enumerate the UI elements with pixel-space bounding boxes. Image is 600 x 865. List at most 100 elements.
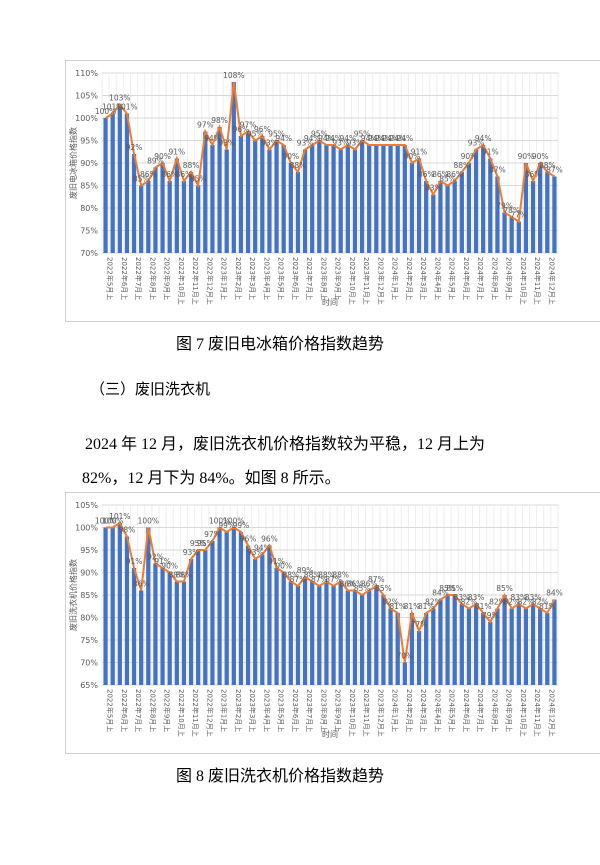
data-label: 83% [453, 593, 470, 602]
bar [146, 181, 151, 253]
bar [295, 586, 301, 685]
data-label: 93% [261, 139, 278, 148]
x-tick-label: 2023年9月上 [334, 257, 343, 300]
bar [473, 149, 479, 253]
data-label: 85% [439, 584, 456, 593]
x-tick-label: 2023年1月上 [220, 689, 229, 732]
x-tick-label: 2024年2月上 [405, 689, 414, 732]
bar [267, 545, 272, 685]
bar [245, 545, 251, 685]
chart: 70% 75% 80% 85% 90% 95% 100% 105% 110% 2022年5月上 20… [65, 60, 600, 322]
data-label: 86% [339, 580, 356, 589]
bar [409, 163, 415, 253]
bar [253, 140, 258, 253]
bar [502, 595, 507, 685]
data-label: 91% [126, 557, 143, 566]
data-label: 96% [261, 535, 278, 544]
x-tick-label: 2023年9月上 [334, 689, 343, 732]
bar [473, 604, 479, 685]
bar [188, 172, 194, 253]
bar [545, 172, 550, 253]
data-label: 91% [168, 148, 185, 157]
bar [530, 604, 536, 685]
x-tick-label: 2022年11月上 [191, 257, 200, 305]
x-tick-label: 2024年10月上 [519, 689, 528, 737]
data-label: 83% [510, 593, 527, 602]
x-tick-label: 2023年5月上 [277, 689, 286, 732]
data-label: 87% [489, 166, 506, 175]
data-label: 96% [254, 125, 271, 134]
x-tick-label: 2023年12月上 [376, 689, 385, 737]
bar [174, 158, 179, 253]
bar [452, 181, 457, 253]
data-label: 77% [510, 211, 527, 220]
data-label: 79% [482, 611, 499, 620]
data-label: 93% [332, 139, 349, 148]
x-tick-label: 2024年4月上 [433, 257, 442, 300]
data-label: 94% [375, 134, 392, 143]
bar [331, 586, 336, 685]
x-tick-label: 2024年11月上 [533, 689, 542, 737]
bar [196, 550, 201, 685]
data-label: 87% [311, 575, 328, 584]
bar [153, 167, 158, 253]
x-tick-label: 2024年8月上 [490, 257, 499, 300]
x-tick-label: 2023年5月上 [277, 257, 286, 300]
bar [352, 149, 358, 253]
bar [317, 140, 322, 253]
data-label: 96% [240, 535, 257, 544]
x-tick-label: 2024年3月上 [419, 689, 428, 732]
bar [367, 590, 372, 685]
bar [288, 163, 293, 253]
bar [516, 604, 521, 685]
x-tick-label: 2022年5月上 [106, 257, 115, 300]
data-label: 90% [154, 152, 171, 161]
x-tick-label: 2022年7月上 [134, 689, 143, 732]
x-tick-label: 2023年8月上 [319, 257, 328, 300]
x-tick-label: 2023年11月上 [362, 689, 371, 737]
x-tick-label: 2024年6月上 [462, 257, 471, 300]
data-label: 92% [147, 553, 164, 562]
bar [424, 613, 429, 685]
y-tick-label: 75% [80, 227, 98, 236]
data-label: 86% [133, 580, 150, 589]
bar [324, 581, 329, 685]
bar [388, 145, 393, 253]
bar [381, 595, 386, 685]
data-label: 87% [368, 575, 385, 584]
data-label: 81% [418, 602, 435, 611]
bar [317, 586, 322, 685]
bar [245, 131, 251, 253]
bar [388, 608, 393, 685]
bar [338, 149, 343, 253]
data-label: 91% [482, 148, 499, 157]
y-axis-label: 废旧洗衣机价格指数 [68, 559, 78, 631]
data-label: 86% [161, 170, 178, 179]
x-tick-label: 2024年1月上 [391, 257, 400, 300]
data-label: 91% [268, 557, 285, 566]
bar [267, 149, 272, 253]
data-label: 93% [347, 139, 364, 148]
data-label: 94% [475, 134, 492, 143]
bar [153, 563, 158, 685]
x-tick-label: 2023年2月上 [234, 689, 243, 732]
line [105, 521, 556, 663]
data-label: 94% [382, 134, 399, 143]
bar [359, 595, 365, 685]
x-tick-label: 2023年3月上 [248, 689, 257, 732]
bar [210, 145, 215, 253]
data-label: 89% [147, 157, 164, 166]
bar [374, 586, 379, 685]
data-label: 82% [518, 598, 535, 607]
bar [203, 550, 208, 685]
x-tick-label: 2024年5月上 [448, 689, 457, 732]
bar [359, 140, 365, 253]
x-tick-label: 2023年1月上 [220, 257, 229, 300]
bar [210, 541, 215, 685]
bar [103, 527, 108, 685]
bar [395, 145, 400, 253]
bar [523, 608, 529, 685]
y-tick-label: 80% [80, 204, 98, 213]
x-tick-label: 2023年11月上 [362, 257, 371, 305]
data-label: 93% [183, 548, 200, 557]
